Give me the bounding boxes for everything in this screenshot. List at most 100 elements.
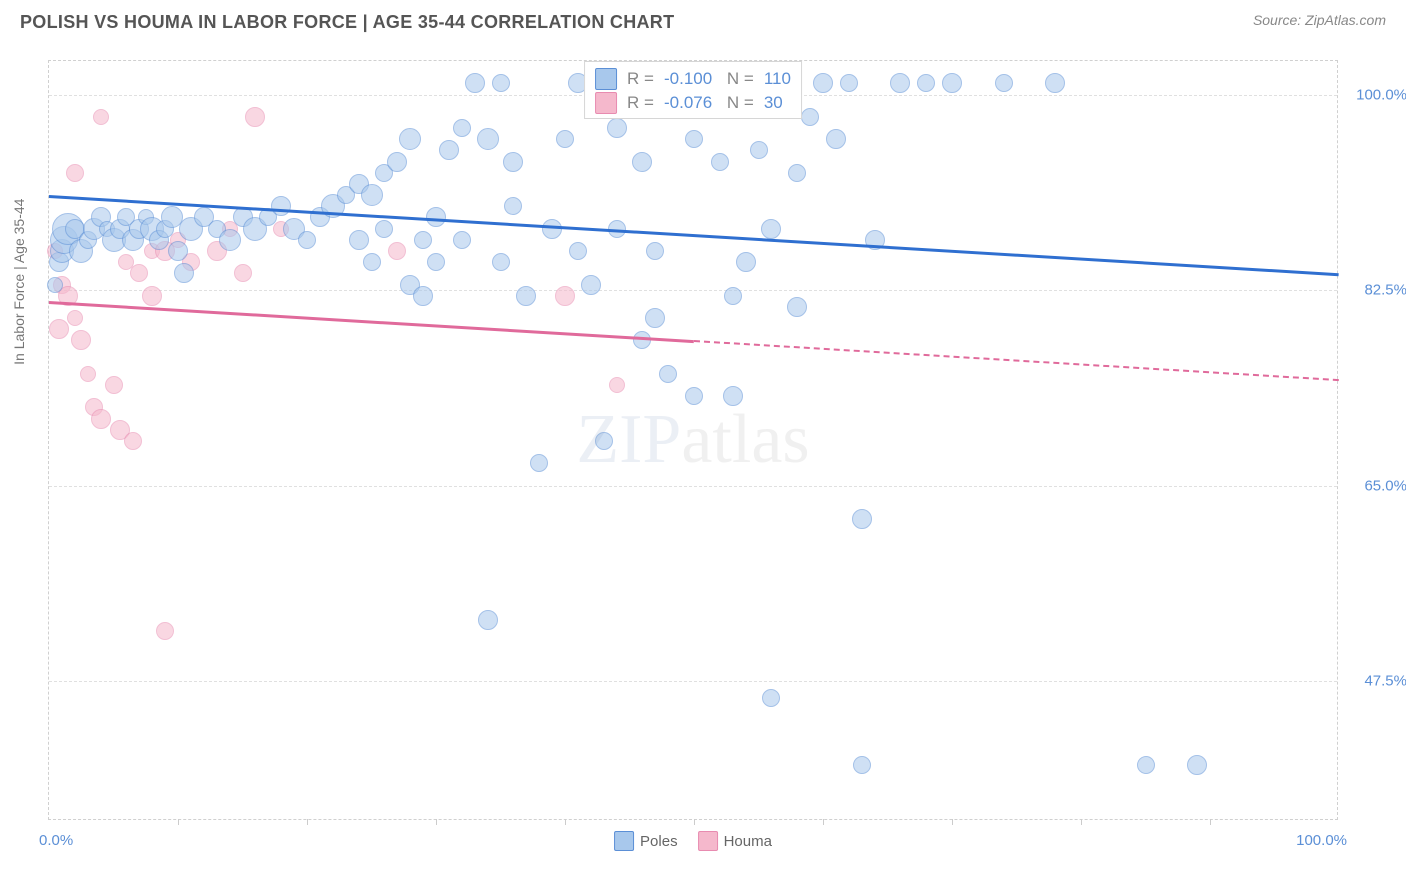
houma-point: [71, 330, 91, 350]
stats-row-houma: R = -0.076 N = 30: [595, 92, 791, 114]
houma-point: [156, 622, 174, 640]
poles-point: [995, 74, 1013, 92]
poles-point: [349, 230, 369, 250]
houma-point: [80, 366, 96, 382]
stats-row-poles: R = -0.100 N = 110: [595, 68, 791, 90]
poles-point: [477, 128, 499, 150]
grid-line: [49, 681, 1337, 682]
legend-swatch-houma-icon: [698, 831, 718, 851]
houma-point: [142, 286, 162, 306]
poles-point: [724, 287, 742, 305]
poles-point: [595, 432, 613, 450]
houma-point: [93, 109, 109, 125]
poles-point: [632, 152, 652, 172]
poles-point: [414, 231, 432, 249]
x-tick: [823, 819, 824, 825]
poles-point: [685, 130, 703, 148]
poles-point: [492, 253, 510, 271]
houma-point: [124, 432, 142, 450]
poles-point: [375, 220, 393, 238]
poles-point: [750, 141, 768, 159]
scatter-chart: In Labor Force | Age 35-44 ZIPatlas R = …: [48, 60, 1338, 820]
poles-point: [801, 108, 819, 126]
chart-legend: Poles Houma: [614, 831, 772, 851]
houma-point: [91, 409, 111, 429]
poles-point: [361, 184, 383, 206]
poles-n-value: 110: [764, 69, 791, 89]
poles-point: [852, 509, 872, 529]
poles-point: [530, 454, 548, 472]
poles-point: [47, 277, 63, 293]
swatch-poles-icon: [595, 68, 617, 90]
y-tick-label: 65.0%: [1347, 477, 1406, 494]
y-tick-label: 82.5%: [1347, 282, 1406, 299]
x-tick: [565, 819, 566, 825]
x-tick: [178, 819, 179, 825]
poles-point: [762, 689, 780, 707]
poles-point: [504, 197, 522, 215]
houma-point: [388, 242, 406, 260]
poles-point: [271, 196, 291, 216]
houma-point: [66, 164, 84, 182]
chart-source: Source: ZipAtlas.com: [1253, 12, 1386, 28]
n-label: N =: [722, 93, 754, 113]
poles-point: [645, 308, 665, 328]
poles-point: [387, 152, 407, 172]
x-tick: [694, 819, 695, 825]
poles-point: [413, 286, 433, 306]
poles-point: [761, 219, 781, 239]
grid-line: [49, 486, 1337, 487]
poles-point: [556, 130, 574, 148]
houma-point: [555, 286, 575, 306]
x-axis-min-label: 0.0%: [39, 832, 73, 849]
poles-point: [1045, 73, 1065, 93]
poles-point: [788, 164, 806, 182]
houma-point: [609, 377, 625, 393]
houma-point: [234, 264, 252, 282]
legend-item-poles: Poles: [614, 831, 678, 851]
poles-point: [219, 229, 241, 251]
poles-point: [659, 365, 677, 383]
r-label: R =: [627, 93, 654, 113]
poles-point: [917, 74, 935, 92]
r-label: R =: [627, 69, 654, 89]
houma-point: [130, 264, 148, 282]
poles-point: [646, 242, 664, 260]
x-tick: [1210, 819, 1211, 825]
poles-point: [633, 331, 651, 349]
y-tick-label: 100.0%: [1347, 86, 1406, 103]
x-tick: [1081, 819, 1082, 825]
poles-point: [607, 118, 627, 138]
poles-point: [890, 73, 910, 93]
poles-point: [736, 252, 756, 272]
poles-point: [363, 253, 381, 271]
poles-point: [1187, 755, 1207, 775]
houma-r-value: -0.076: [664, 93, 712, 113]
x-tick: [307, 819, 308, 825]
poles-point: [465, 73, 485, 93]
legend-label-houma: Houma: [724, 833, 772, 850]
poles-r-value: -0.100: [664, 69, 712, 89]
poles-point: [853, 756, 871, 774]
houma-point: [67, 310, 83, 326]
poles-point: [840, 74, 858, 92]
y-tick-label: 47.5%: [1347, 673, 1406, 690]
x-axis-max-label: 100.0%: [1296, 832, 1347, 849]
poles-point: [942, 73, 962, 93]
poles-point: [298, 231, 316, 249]
watermark-sub: atlas: [681, 401, 809, 478]
x-tick: [436, 819, 437, 825]
chart-title: POLISH VS HOUMA IN LABOR FORCE | AGE 35-…: [20, 12, 674, 33]
poles-point: [1137, 756, 1155, 774]
watermark-main: ZIP: [576, 401, 681, 478]
poles-point: [168, 241, 188, 261]
poles-point: [685, 387, 703, 405]
legend-item-houma: Houma: [698, 831, 772, 851]
poles-point: [453, 231, 471, 249]
poles-point: [399, 128, 421, 150]
poles-point: [813, 73, 833, 93]
poles-point: [439, 140, 459, 160]
houma-point: [49, 319, 69, 339]
legend-label-poles: Poles: [640, 833, 678, 850]
legend-swatch-poles-icon: [614, 831, 634, 851]
